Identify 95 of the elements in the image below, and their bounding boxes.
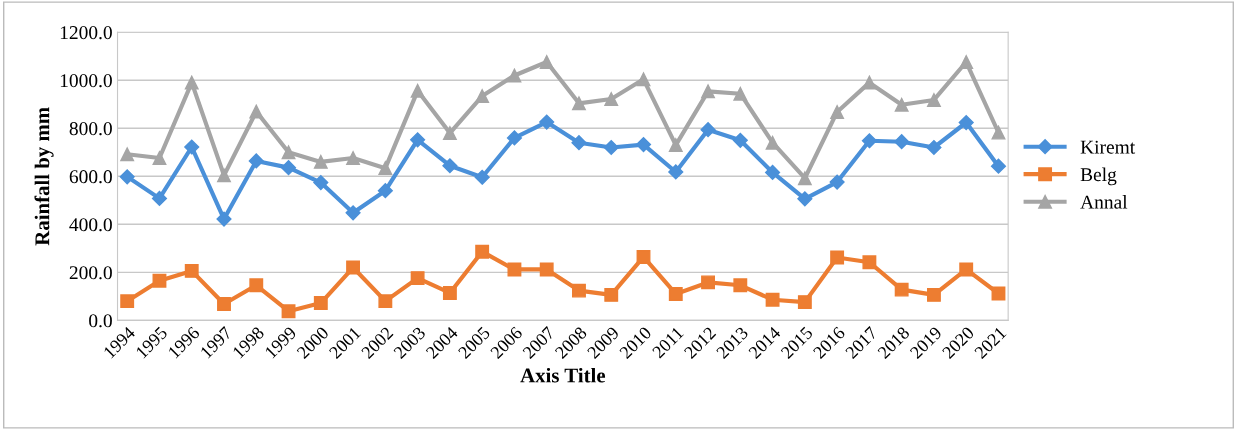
point <box>313 296 328 311</box>
point <box>732 132 748 148</box>
point <box>217 168 231 183</box>
point <box>894 282 909 297</box>
point <box>120 147 135 162</box>
point <box>862 75 877 90</box>
point <box>184 263 199 278</box>
point <box>572 96 586 111</box>
point <box>733 86 748 101</box>
point <box>346 260 361 275</box>
point <box>701 84 715 99</box>
point <box>119 169 135 185</box>
y-tick-label: 200.0 <box>69 266 112 280</box>
point <box>120 294 135 309</box>
point <box>830 105 845 119</box>
y-tick-label: 0.0 <box>89 314 112 328</box>
point <box>216 211 232 227</box>
point <box>248 153 264 169</box>
x-axis-title: Axis Title <box>520 367 606 383</box>
y-tick-label: 800.0 <box>69 122 112 136</box>
point <box>539 262 554 277</box>
point <box>797 295 812 310</box>
point <box>506 130 523 146</box>
point <box>700 122 716 138</box>
point <box>280 160 297 176</box>
point <box>475 244 490 259</box>
point <box>249 278 264 293</box>
point <box>830 250 845 265</box>
point <box>410 83 425 98</box>
point <box>862 255 877 270</box>
point <box>572 283 586 298</box>
point <box>894 97 909 112</box>
point <box>345 205 361 221</box>
point <box>410 271 425 286</box>
y-tick-label: 1000.0 <box>60 74 112 88</box>
y-tick-label: 1200.0 <box>60 26 112 40</box>
point <box>959 262 974 277</box>
y-axis-title: Rainfall by mm <box>34 107 54 246</box>
point <box>797 191 813 207</box>
point <box>378 161 393 176</box>
point <box>410 132 426 148</box>
point <box>668 138 683 153</box>
point <box>668 286 683 301</box>
point <box>926 93 941 107</box>
point <box>861 133 877 149</box>
point <box>313 154 328 169</box>
point <box>765 292 780 307</box>
point <box>539 114 555 130</box>
point <box>184 139 200 155</box>
point <box>636 72 651 87</box>
point <box>442 126 457 141</box>
point <box>991 125 1006 140</box>
point <box>539 55 554 69</box>
point <box>765 164 781 181</box>
legend-label: Annal <box>1080 195 1128 209</box>
point <box>313 174 329 191</box>
point <box>378 294 393 309</box>
y-tick-label: 600.0 <box>69 170 112 184</box>
legend-label: Kiremt <box>1080 140 1136 154</box>
point <box>603 139 619 156</box>
point <box>377 183 393 199</box>
y-tick-label: 400.0 <box>69 218 112 232</box>
point <box>442 286 457 300</box>
point <box>151 190 168 206</box>
point <box>184 75 199 90</box>
point <box>829 174 845 190</box>
point <box>797 171 812 186</box>
point <box>604 92 619 106</box>
point <box>281 304 296 319</box>
point <box>346 151 361 165</box>
point <box>507 68 522 83</box>
point <box>152 273 167 288</box>
point <box>249 104 264 119</box>
point <box>442 158 458 174</box>
point <box>926 287 941 302</box>
point <box>152 151 167 165</box>
point <box>765 135 780 150</box>
point <box>217 297 231 311</box>
point <box>990 158 1007 174</box>
point <box>635 137 652 153</box>
point <box>636 250 651 264</box>
point <box>894 134 910 150</box>
point <box>571 135 587 151</box>
point <box>281 145 296 160</box>
point <box>958 114 974 131</box>
point <box>507 262 522 277</box>
point <box>475 89 490 104</box>
point <box>668 164 684 180</box>
point <box>959 55 974 69</box>
point <box>733 278 748 293</box>
point <box>701 275 715 290</box>
point <box>604 287 619 302</box>
point <box>474 169 490 185</box>
point <box>926 139 942 156</box>
legend-label: Belg <box>1080 167 1117 186</box>
